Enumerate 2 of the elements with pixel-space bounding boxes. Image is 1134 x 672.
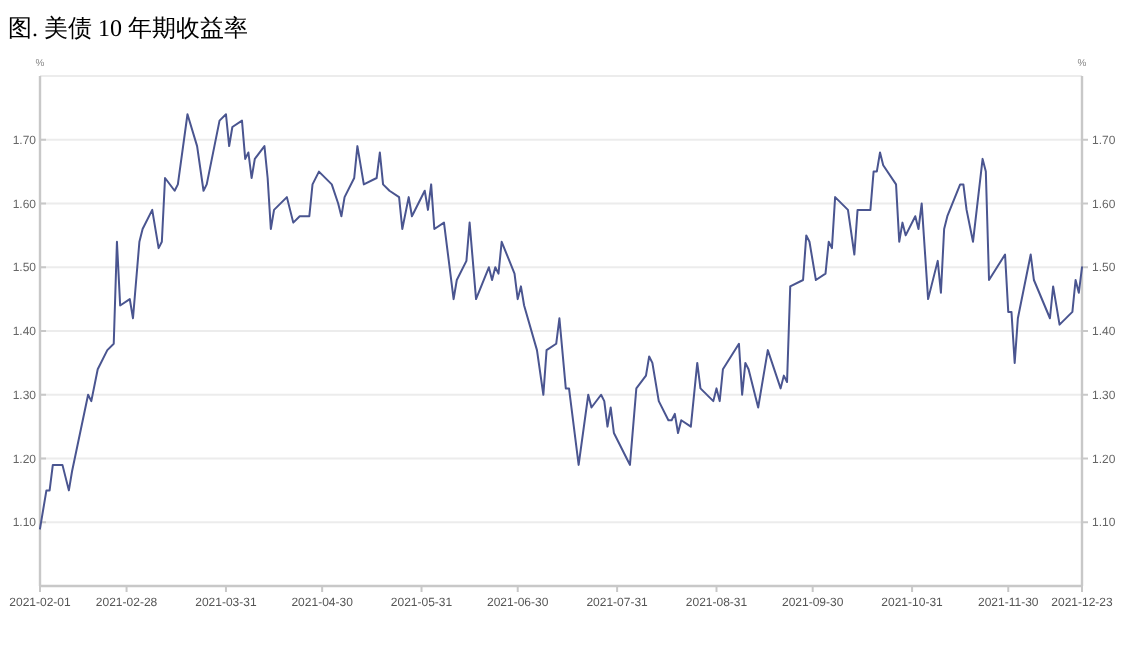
line-series: [39, 113, 1083, 530]
chart-title: 图. 美债 10 年期收益率: [8, 14, 248, 42]
